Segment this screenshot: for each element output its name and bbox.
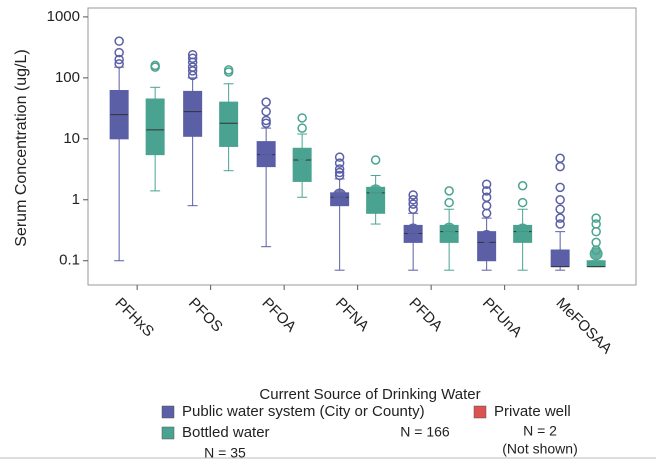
legend-swatch (161, 405, 175, 419)
legend-swatch (161, 426, 175, 440)
outlier (408, 190, 418, 200)
outlier (114, 47, 124, 58)
plot-frame (87, 7, 637, 286)
outlier (555, 182, 565, 193)
legend-note: (Not shown) (502, 441, 577, 457)
outlier (187, 49, 198, 60)
mean-marker (516, 223, 530, 237)
outlier (334, 167, 345, 178)
outlier (444, 197, 454, 208)
outlier (555, 219, 565, 229)
outlier (150, 60, 160, 71)
outlier (114, 36, 124, 46)
mean-marker (553, 249, 567, 263)
outlier (555, 161, 565, 172)
outlier (334, 158, 345, 168)
sample-size: N = 35 (204, 445, 246, 461)
outlier (334, 152, 345, 162)
mean-marker (406, 223, 420, 237)
mean-marker (442, 222, 456, 236)
outlier (481, 200, 492, 211)
mean-marker (259, 145, 273, 159)
outlier (555, 213, 565, 223)
mean-marker (186, 95, 200, 109)
mean-marker (112, 90, 126, 104)
x-tick-label: PFNA (332, 295, 372, 335)
y-tick-label: 100 (55, 69, 80, 86)
outlier (261, 118, 271, 129)
outlier (187, 62, 198, 72)
box (586, 260, 606, 268)
outlier (481, 186, 492, 196)
outlier (591, 237, 601, 248)
outlier (481, 192, 492, 203)
legend-swatch (473, 405, 487, 419)
outlier (591, 213, 601, 223)
x-tick-label: PFOA (259, 295, 300, 336)
outlier (408, 195, 418, 205)
outlier (297, 123, 307, 133)
mean-marker (222, 105, 236, 119)
outlier (517, 180, 528, 191)
outlier (114, 54, 124, 65)
outlier (481, 208, 492, 219)
outlier (334, 170, 345, 181)
mean-marker (148, 105, 162, 119)
outlier (591, 226, 601, 237)
outlier (481, 179, 492, 189)
outlier (517, 197, 528, 208)
outlier (408, 204, 418, 214)
outlier (334, 164, 345, 174)
y-tick-label: 10 (63, 130, 80, 147)
legend-label: Bottled water (182, 424, 270, 441)
outlier (261, 115, 271, 126)
outlier (261, 97, 271, 107)
mean-marker (295, 148, 309, 162)
x-tick-label: MeFOSAA (553, 295, 616, 358)
x-tick-label: PFUnA (479, 295, 525, 341)
y-axis-title: Serum Concentration (ug/L) (13, 49, 30, 246)
outlier (223, 65, 234, 75)
legend-label: Public water system (City or County) (182, 403, 425, 420)
x-tick-label: PFOS (185, 295, 226, 336)
sample-size: N = 2 (523, 423, 557, 439)
outlier (555, 204, 565, 214)
outlier (555, 153, 565, 164)
legend-title: Current Source of Drinking Water (259, 386, 480, 403)
sample-size: N = 166 (400, 424, 450, 440)
outlier (444, 186, 454, 196)
outlier (408, 199, 418, 209)
outlier (187, 53, 198, 63)
outlier (297, 113, 307, 123)
legend-label: Private well (494, 403, 571, 420)
y-tick-label: 1000 (47, 8, 80, 25)
mean-marker (333, 188, 347, 202)
mean-marker (369, 184, 383, 198)
outlier (114, 59, 124, 69)
outlier (261, 106, 271, 117)
y-tick-label: 1 (72, 191, 80, 208)
outlier (555, 195, 565, 205)
outlier (370, 155, 381, 165)
outlier (591, 219, 601, 229)
y-tick-label: 0.1 (59, 252, 80, 269)
mean-marker (480, 229, 494, 243)
x-tick-label: PFDA (406, 295, 446, 335)
x-tick-label: PFHxS (112, 295, 158, 341)
